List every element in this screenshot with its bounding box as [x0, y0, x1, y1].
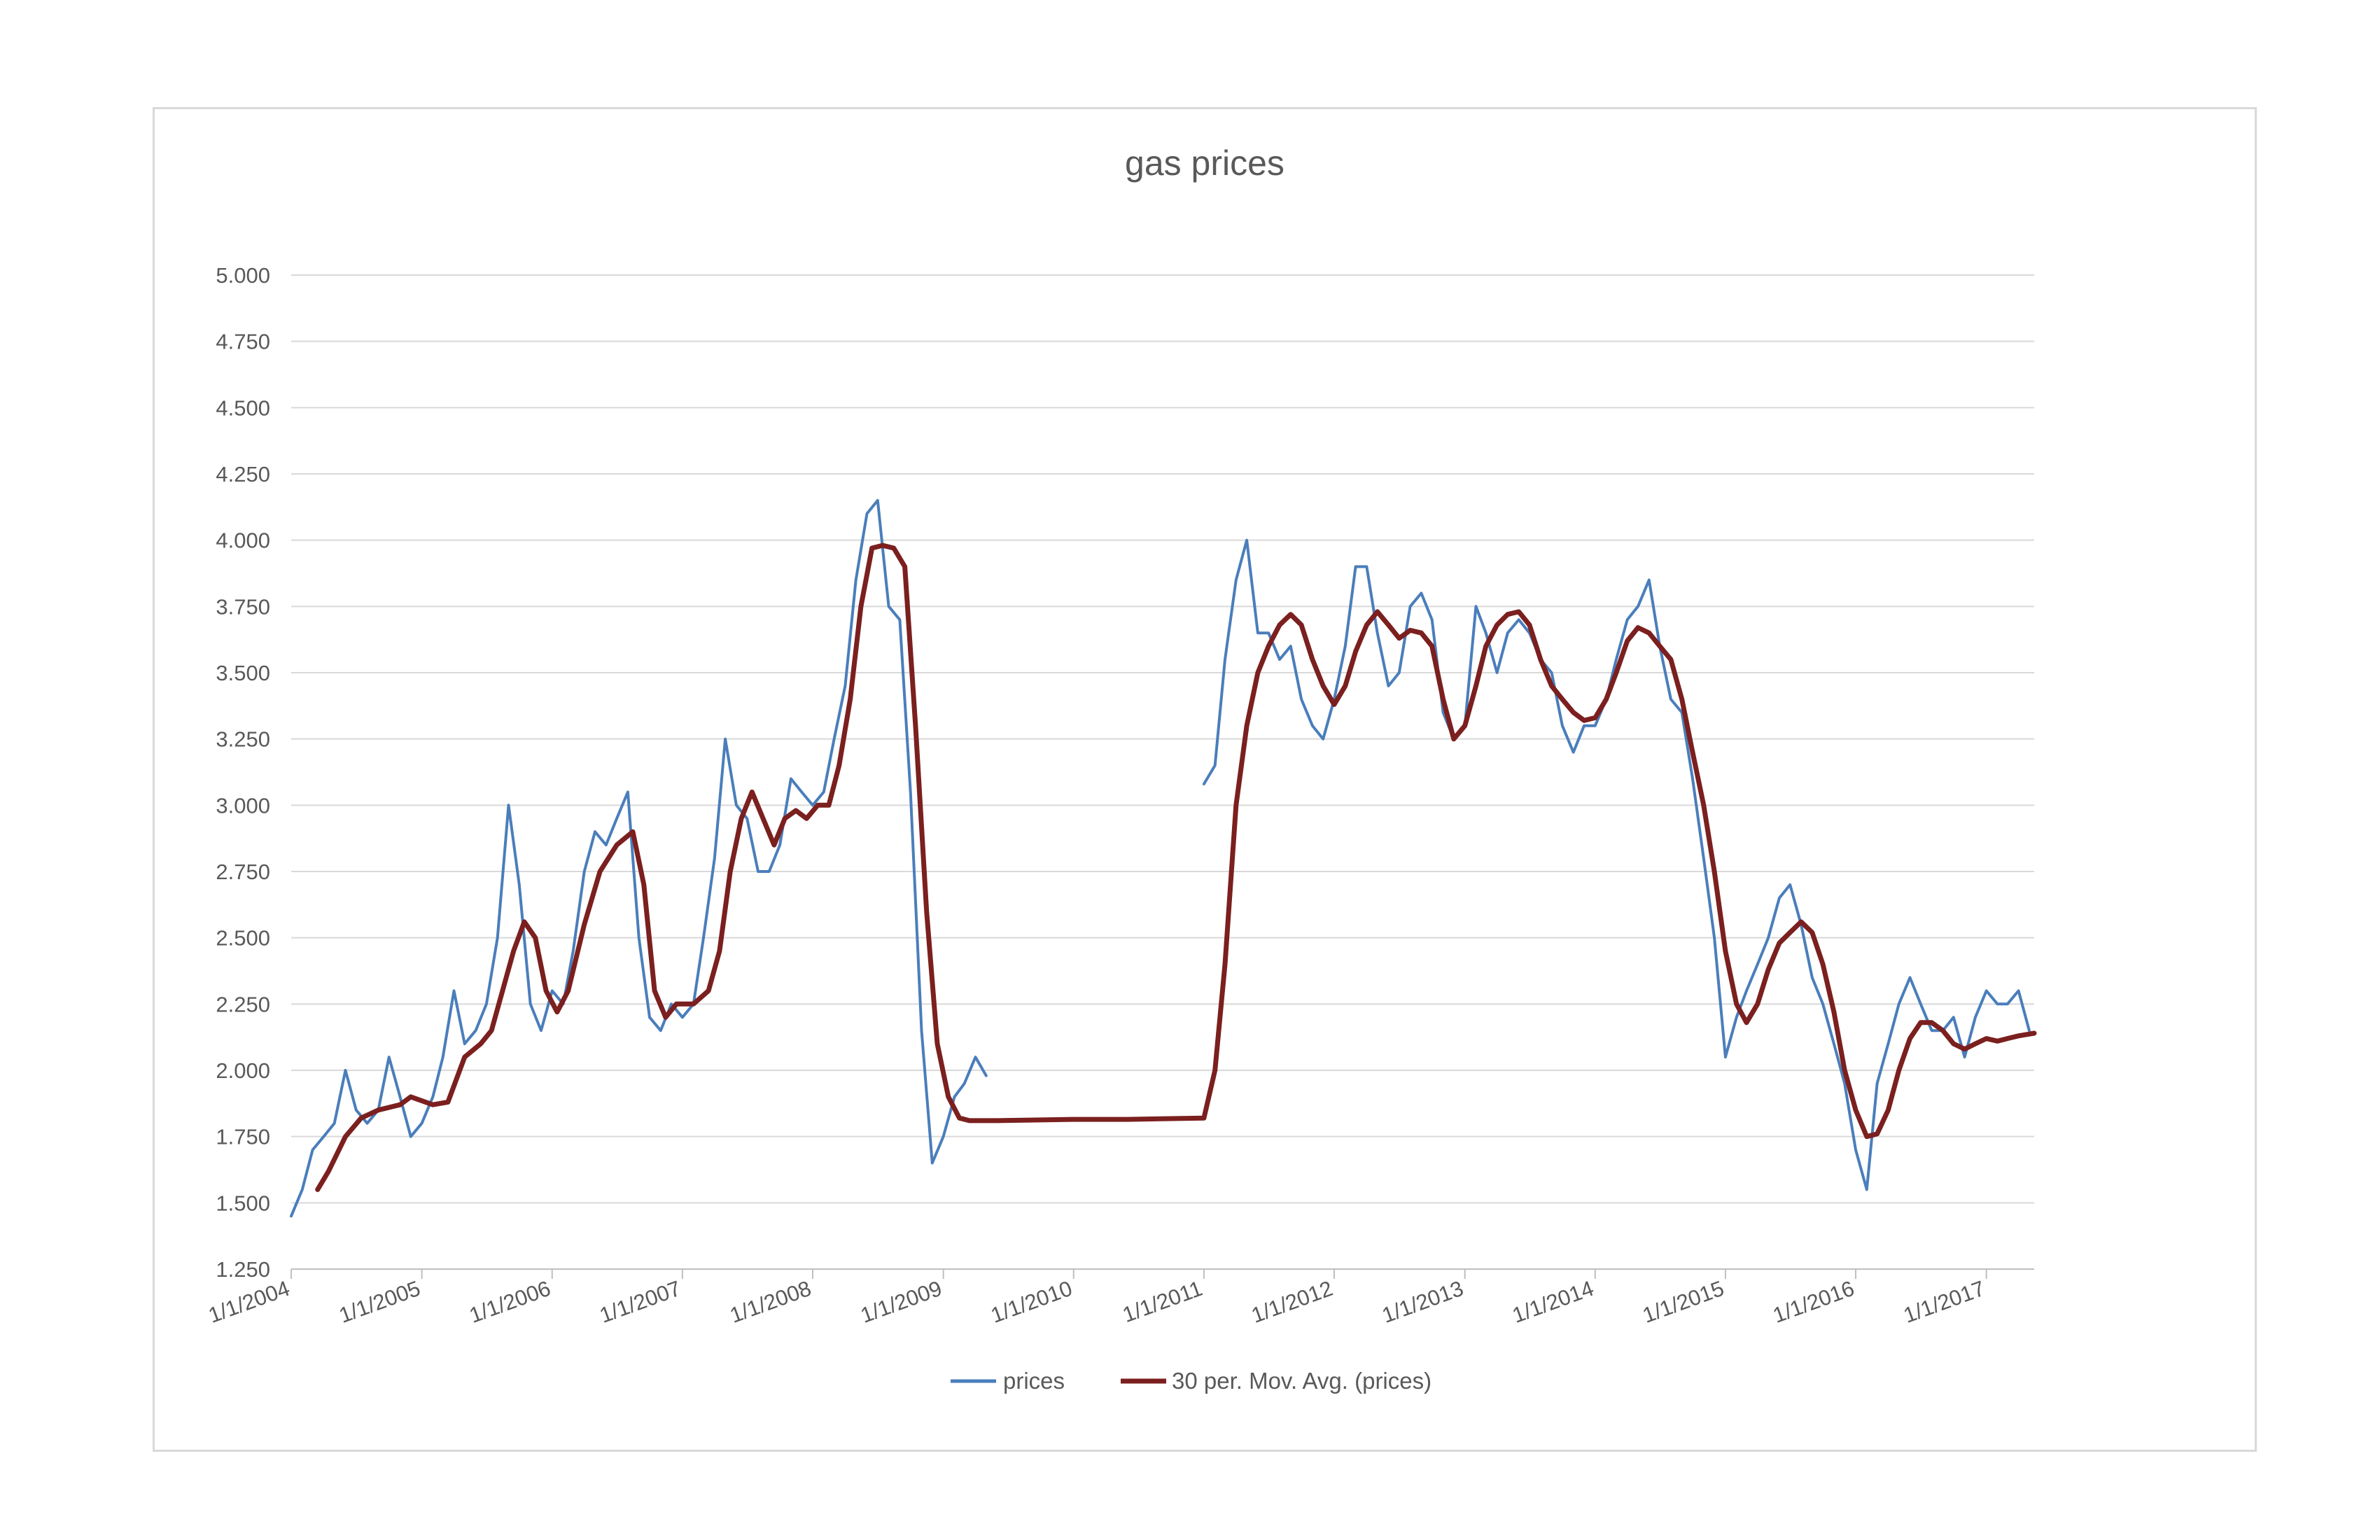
x-tick-label: 1/1/2017 — [1900, 1276, 1988, 1328]
y-tick-label: 5.000 — [216, 263, 270, 288]
legend-label-moving-average: 30 per. Mov. Avg. (prices) — [1172, 1368, 1432, 1394]
legend-label-prices: prices — [1003, 1368, 1065, 1394]
series-prices-line-segment-1 — [290, 498, 988, 1218]
chart-title: gas prices — [1125, 144, 1284, 183]
y-tick-label: 3.500 — [216, 661, 270, 685]
y-tick-label: 2.000 — [216, 1058, 270, 1083]
x-axis: 1/1/2004 1/1/2005 1/1/2006 1/1/2007 1/1/2008… — [205, 1268, 2034, 1328]
y-axis-ticks: 1.250 1.500 1.750 2.000 2.250 2.500 2.750 3.000… — [216, 263, 270, 1282]
x-tick-label: 1/1/2008 — [727, 1276, 814, 1328]
y-tick-label: 1.500 — [216, 1191, 270, 1215]
x-tick-label: 1/1/2015 — [1639, 1276, 1727, 1328]
series-prices-line-segment-2 — [1202, 538, 2031, 1191]
x-tick-label: 1/1/2016 — [1770, 1276, 1857, 1328]
y-tick-label: 3.000 — [216, 793, 270, 818]
x-tick-label: 1/1/2007 — [596, 1276, 684, 1328]
x-tick-label: 1/1/2009 — [858, 1276, 945, 1328]
y-tick-label: 1.750 — [216, 1125, 270, 1149]
y-tick-label: 2.250 — [216, 992, 270, 1016]
chart-area: gas prices 1.250 1.500 1.750 2.000 2.250 2.50… — [153, 107, 2257, 1452]
x-tick-label: 1/1/2013 — [1379, 1276, 1466, 1328]
y-tick-label: 1.250 — [216, 1257, 270, 1282]
y-tick-label: 4.500 — [216, 396, 270, 420]
x-tick-label: 1/1/2012 — [1248, 1276, 1336, 1328]
y-tick-label: 2.750 — [216, 860, 270, 884]
y-tick-label: 3.250 — [216, 727, 270, 752]
x-tick-label: 1/1/2011 — [1119, 1276, 1205, 1327]
x-tick-label: 1/1/2014 — [1509, 1276, 1597, 1328]
y-tick-label: 4.250 — [216, 462, 270, 486]
series-group — [290, 498, 2037, 1218]
y-tick-label: 3.750 — [216, 594, 270, 619]
x-tick-label: 1/1/2010 — [988, 1276, 1075, 1328]
y-tick-label: 2.500 — [216, 926, 270, 951]
series-moving-average-line — [315, 542, 2037, 1192]
chart-svg: gas prices 1.250 1.500 1.750 2.000 2.250 2.50… — [205, 144, 2037, 1394]
legend: prices 30 per. Mov. Avg. (prices) — [951, 1368, 1432, 1394]
y-tick-label: 4.000 — [216, 528, 270, 553]
x-tick-label: 1/1/2005 — [336, 1276, 424, 1328]
y-tick-label: 4.750 — [216, 330, 270, 354]
gridlines — [291, 274, 2034, 1204]
x-tick-label: 1/1/2004 — [205, 1276, 293, 1328]
x-tick-label: 1/1/2006 — [466, 1276, 554, 1328]
